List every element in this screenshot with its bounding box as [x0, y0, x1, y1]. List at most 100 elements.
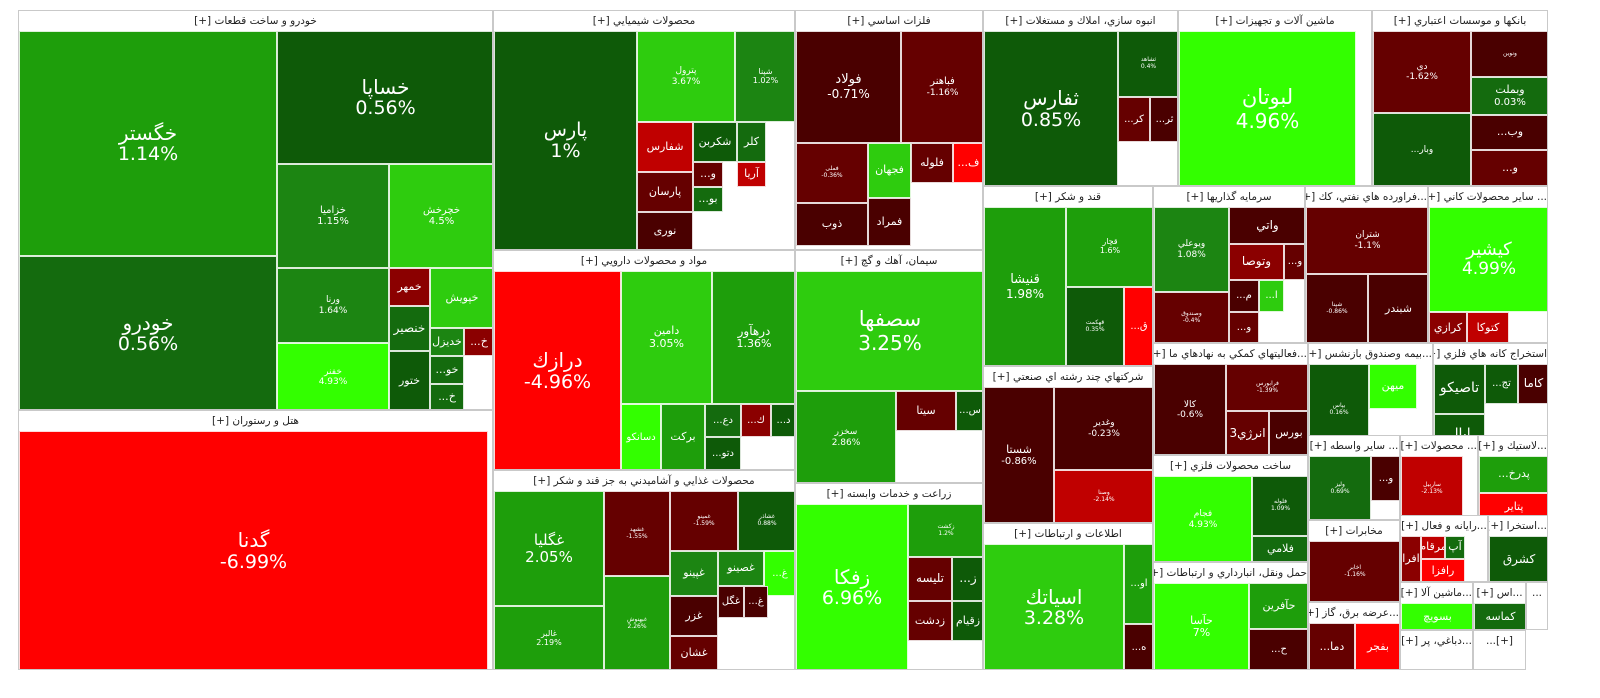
stock-tile[interactable]: ...ثر: [1150, 97, 1177, 142]
stock-tile[interactable]: درهآور 1.36%: [712, 271, 794, 404]
stock-tile[interactable]: ...م: [1229, 280, 1259, 312]
sector-title[interactable]: مواد و محصولات دارويي [+]: [580, 255, 708, 267]
sector-title[interactable]: هتل و رستوران [+]: [212, 415, 299, 427]
stock-tile[interactable]: اخابر -1.16%: [1309, 541, 1399, 601]
stock-tile[interactable]: غشهد -1.55%: [604, 491, 670, 576]
stock-tile[interactable]: آریا: [737, 162, 766, 187]
sector-title[interactable]: انبوه سازي، املاك و مستغلات [+]: [1005, 15, 1156, 27]
stock-tile[interactable]: آپ: [1445, 536, 1465, 559]
stock-tile[interactable]: شبندر: [1368, 274, 1427, 342]
stock-tile[interactable]: زفكا 6.96%: [796, 504, 908, 669]
stock-tile[interactable]: شکربن: [693, 122, 737, 162]
stock-tile[interactable]: غشان: [670, 636, 718, 669]
sector-title[interactable]: محصولات شيميايي [+]: [592, 15, 696, 27]
stock-tile[interactable]: ...و: [1371, 456, 1399, 501]
stock-tile[interactable]: خگستر 1.14%: [19, 31, 277, 256]
stock-tile[interactable]: غپینو: [670, 551, 718, 596]
stock-tile[interactable]: ثفارس 0.85%: [984, 31, 1118, 185]
stock-tile[interactable]: كاما: [1518, 364, 1547, 404]
stock-tile[interactable]: غمینو -1.59%: [670, 491, 738, 551]
stock-tile[interactable]: ...كر: [1118, 97, 1150, 142]
sector-title[interactable]: ...فراورده هاي نفتي، كك [+]: [1306, 191, 1427, 203]
sector-title[interactable]: محصولات غذايي و آشاميدني به جز قند و شكر…: [533, 475, 755, 487]
stock-tile[interactable]: كماسه: [1474, 603, 1525, 629]
stock-tile[interactable]: تليسه: [908, 557, 952, 601]
stock-tile[interactable]: بسويچ: [1401, 603, 1472, 629]
stock-tile[interactable]: وتوصا: [1229, 244, 1284, 280]
sector-title[interactable]: استخراج كانه هاي فلزي [+]: [1434, 348, 1547, 360]
stock-tile[interactable]: ورنا 1.64%: [277, 268, 389, 343]
sector-title[interactable]: ...ماشين آلا [+]: [1401, 587, 1472, 599]
stock-tile[interactable]: شپنا -0.86%: [1306, 274, 1368, 342]
sector-title[interactable]: ...استخرا [+]: [1489, 520, 1547, 532]
stock-tile[interactable]: درازك -4.96%: [494, 271, 621, 469]
stock-tile[interactable]: بورس: [1269, 411, 1307, 454]
stock-tile[interactable]: بفجر: [1355, 623, 1399, 669]
stock-tile[interactable]: فجام 4.93%: [1154, 476, 1252, 561]
stock-tile[interactable]: شتران -1.1%: [1306, 207, 1427, 274]
stock-tile[interactable]: دامين 3.05%: [621, 271, 712, 404]
stock-tile[interactable]: وغدير -0.23%: [1054, 387, 1152, 470]
stock-tile[interactable]: غشاذر 0.88%: [738, 491, 794, 551]
stock-tile[interactable]: خزامیا 1.15%: [277, 164, 389, 268]
stock-tile[interactable]: ذوب: [796, 203, 868, 246]
sector-title[interactable]: سرمايه گذاريها [+]: [1186, 191, 1272, 203]
stock-tile[interactable]: پترول 3.67%: [637, 31, 735, 122]
stock-tile[interactable]: ...س: [956, 391, 982, 431]
stock-tile[interactable]: وبملت 0.03%: [1471, 77, 1547, 115]
stock-tile[interactable]: غصينو: [718, 551, 764, 586]
sector-title[interactable]: شركتهاي چند رشته اي صنعتي [+]: [992, 371, 1144, 383]
stock-tile[interactable]: تاصيكو: [1434, 364, 1485, 414]
stock-tile[interactable]: ...غ: [764, 551, 794, 596]
stock-tile[interactable]: فرابورس -1.39%: [1226, 364, 1307, 411]
stock-tile[interactable]: ميهن: [1369, 364, 1417, 409]
stock-tile[interactable]: ختور: [389, 351, 430, 409]
stock-tile[interactable]: ...ق: [1124, 287, 1152, 365]
sector-title[interactable]: ... محصولات [+]: [1401, 440, 1477, 452]
stock-tile[interactable]: فلامي: [1252, 536, 1307, 561]
stock-tile[interactable]: فلوله: [911, 143, 953, 183]
stock-tile[interactable]: فلوله 1.09%: [1252, 476, 1307, 536]
sector-title[interactable]: ماشين آلات و تجهيزات [+]: [1215, 15, 1335, 27]
stock-tile[interactable]: فولاد -0.71%: [796, 31, 901, 143]
stock-tile[interactable]: ولیز 0.69%: [1309, 456, 1371, 519]
stock-tile[interactable]: شستا -0.86%: [984, 387, 1054, 522]
stock-tile[interactable]: فمراد: [868, 198, 911, 246]
stock-tile[interactable]: رافزا: [1421, 559, 1465, 581]
stock-tile[interactable]: ...ح: [1249, 629, 1307, 669]
stock-tile[interactable]: ويوعلي 1.08%: [1154, 207, 1229, 292]
stock-tile[interactable]: غبهنوش 2.26%: [604, 576, 670, 669]
stock-tile[interactable]: پارسان: [637, 172, 693, 212]
sector-title[interactable]: قند و شكر [+]: [1034, 191, 1102, 203]
stock-tile[interactable]: پارس 1%: [494, 31, 637, 249]
stock-tile[interactable]: ساربيل -2.13%: [1401, 456, 1463, 519]
stock-tile[interactable]: كيشير 4.99%: [1429, 207, 1547, 312]
stock-tile[interactable]: زکشت 1.2%: [908, 504, 982, 557]
stock-tile[interactable]: خدیزل: [430, 328, 464, 356]
stock-tile[interactable]: فجهان: [868, 143, 911, 198]
stock-tile[interactable]: ...ه: [1124, 624, 1152, 669]
stock-tile[interactable]: خودرو 0.56%: [19, 256, 277, 409]
stock-tile[interactable]: قهکمت 0.35%: [1066, 287, 1124, 365]
stock-tile[interactable]: غگل: [718, 586, 744, 618]
stock-tile[interactable]: دسانكو: [621, 404, 661, 469]
stock-tile[interactable]: ...ا: [1259, 280, 1284, 312]
sector-title[interactable]: ...بيمه وصندوق بازنشس [+]: [1309, 348, 1432, 360]
stock-tile[interactable]: ونوين: [1471, 31, 1547, 77]
stock-tile[interactable]: ...دما: [1309, 623, 1355, 669]
stock-tile[interactable]: ...ز: [952, 557, 982, 601]
stock-tile[interactable]: شپنا 1.02%: [735, 31, 794, 122]
stock-tile[interactable]: خپویش: [430, 268, 492, 328]
stock-tile[interactable]: فباهنر -1.16%: [901, 31, 982, 143]
stock-tile[interactable]: ...د: [771, 404, 794, 437]
stock-tile[interactable]: زدشت: [908, 601, 952, 641]
stock-tile[interactable]: خساپا 0.56%: [277, 31, 492, 164]
stock-tile[interactable]: پتاير: [1479, 493, 1547, 519]
stock-tile[interactable]: انرژي3: [1226, 411, 1269, 454]
stock-tile[interactable]: ...وبار: [1373, 113, 1471, 185]
stock-tile[interactable]: ...و: [1471, 150, 1547, 185]
stock-tile[interactable]: كشرق: [1489, 536, 1547, 581]
stock-tile[interactable]: ...وب: [1471, 115, 1547, 150]
stock-tile[interactable]: خفنر 4.93%: [277, 343, 389, 409]
stock-tile[interactable]: افرا: [1401, 536, 1421, 581]
